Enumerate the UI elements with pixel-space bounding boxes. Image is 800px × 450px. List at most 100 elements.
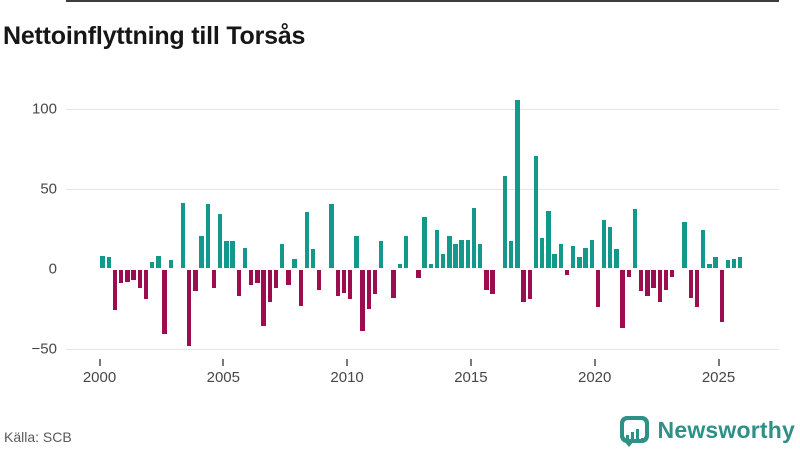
bar <box>614 249 619 269</box>
bar <box>552 254 557 269</box>
bar <box>205 204 211 269</box>
gridline--50 <box>66 348 779 350</box>
bar <box>669 270 675 277</box>
bar <box>471 207 477 269</box>
y-tick-label: 50 <box>40 180 57 198</box>
bar <box>273 270 279 288</box>
bar <box>242 247 248 269</box>
bar <box>453 244 458 269</box>
bar <box>509 241 514 269</box>
bar <box>490 270 495 295</box>
bar <box>279 244 285 269</box>
bar <box>341 270 347 293</box>
bar <box>366 270 372 309</box>
x-tick-label: 2005 <box>206 369 240 386</box>
bar <box>335 270 341 296</box>
bar <box>657 270 662 303</box>
bar <box>521 270 526 303</box>
y-tick-label: 100 <box>31 100 57 118</box>
bar <box>626 270 632 277</box>
bar <box>118 270 124 284</box>
bar <box>707 263 712 269</box>
bar <box>304 212 310 269</box>
gridline-50 <box>66 188 779 190</box>
bar <box>440 254 446 269</box>
bar <box>298 270 303 306</box>
bar <box>465 239 471 269</box>
newsworthy-logo-icon <box>619 415 649 447</box>
y-tick-label: −50 <box>31 340 57 358</box>
bar <box>515 100 520 269</box>
bar <box>348 270 353 300</box>
logo-mini-bar-chart-icon <box>630 431 634 441</box>
bar <box>162 270 167 335</box>
bar <box>719 270 724 322</box>
bar <box>180 202 186 269</box>
source-note: Källa: SCB <box>4 429 72 445</box>
x-tick-label: 2025 <box>701 369 736 386</box>
bar <box>564 270 570 276</box>
bar <box>651 270 656 288</box>
bar <box>725 260 731 269</box>
bar <box>731 258 737 269</box>
bar <box>639 270 644 292</box>
page-title: Nettoinflyttning till Torsås <box>3 21 306 50</box>
bar <box>255 270 260 284</box>
bar <box>502 175 508 269</box>
logo-panel <box>623 419 645 439</box>
y-tick-label: 0 <box>48 260 57 278</box>
logo-bubble-tail <box>623 440 634 447</box>
bar <box>434 230 440 269</box>
bar <box>539 238 545 269</box>
x-tick-label: 2010 <box>330 369 364 386</box>
bar <box>230 241 235 269</box>
bar <box>156 255 161 269</box>
bar <box>224 241 229 269</box>
bar <box>608 226 613 269</box>
x-tick-label: 2000 <box>82 369 117 386</box>
gridline-100 <box>66 108 779 110</box>
bar <box>688 270 693 298</box>
bar <box>248 270 254 285</box>
bar <box>261 270 266 327</box>
x-tick-mark <box>222 359 225 366</box>
bar <box>125 270 130 282</box>
x-tick-mark <box>593 359 596 366</box>
bar <box>143 270 149 300</box>
bar <box>397 263 402 269</box>
bar <box>131 270 136 280</box>
bar <box>620 270 625 328</box>
bar <box>558 244 563 269</box>
bar <box>570 246 576 269</box>
bar <box>447 236 452 269</box>
bar <box>700 230 706 269</box>
x-tick-mark <box>98 359 101 366</box>
x-tick-label: 2015 <box>454 369 488 386</box>
bar <box>428 263 433 269</box>
bar <box>632 209 638 269</box>
bar <box>267 270 272 303</box>
bar <box>292 258 297 269</box>
bar <box>738 257 743 269</box>
bar <box>112 270 118 311</box>
bar <box>577 257 582 269</box>
bar <box>106 257 111 269</box>
bar <box>236 270 241 296</box>
bar <box>663 270 669 290</box>
bar <box>218 214 223 269</box>
bar <box>484 270 489 290</box>
bar <box>317 270 322 290</box>
bar <box>360 270 365 332</box>
bar <box>391 270 396 298</box>
bar <box>459 239 464 269</box>
bar <box>713 257 718 269</box>
logo-mini-bar-chart-icon <box>625 434 629 441</box>
logo-mini-bar-chart-icon <box>635 428 639 441</box>
bar <box>286 270 291 285</box>
bar <box>379 241 384 269</box>
bar <box>199 236 204 269</box>
bar <box>100 255 105 269</box>
bar <box>601 220 607 269</box>
newsworthy-logo: Newsworthy <box>619 413 795 447</box>
